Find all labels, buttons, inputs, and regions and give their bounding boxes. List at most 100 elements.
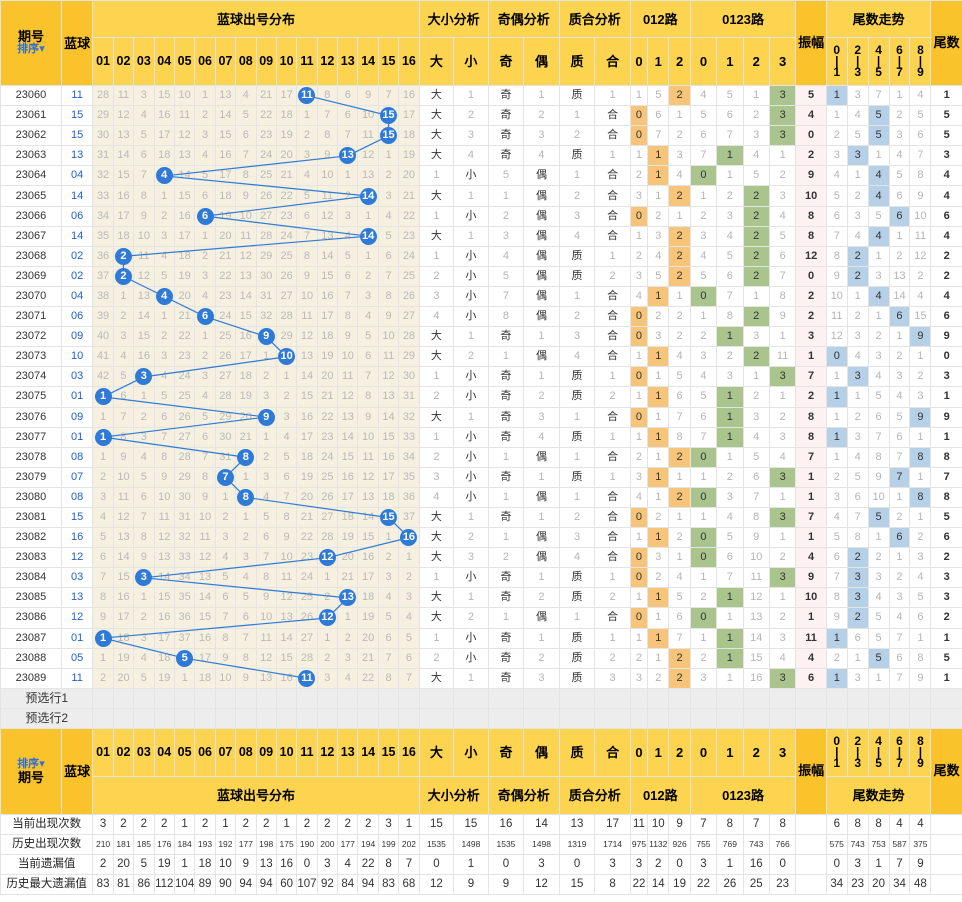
preselect-cell[interactable] xyxy=(487,707,525,729)
preselect-cell[interactable] xyxy=(768,707,797,729)
preselect-cell[interactable] xyxy=(930,687,962,709)
zone-cell: 2 xyxy=(214,506,237,529)
preselect-cell[interactable] xyxy=(92,707,114,729)
preselect-cell[interactable] xyxy=(716,687,744,709)
preselect-cell[interactable] xyxy=(825,707,848,729)
preselect-cell[interactable] xyxy=(173,687,196,709)
preselect-cell[interactable] xyxy=(647,707,670,729)
preselect-cell[interactable] xyxy=(523,707,560,729)
zone-cell: 8 xyxy=(316,125,339,147)
preselect-cell[interactable] xyxy=(255,707,277,729)
preselect-cell[interactable] xyxy=(255,687,277,709)
preselect-cell[interactable] xyxy=(357,707,379,729)
preselect-cell[interactable] xyxy=(153,707,175,729)
preselect-cell[interactable] xyxy=(235,707,257,729)
preselect-cell[interactable] xyxy=(214,687,237,709)
sort-button[interactable]: 排序▾ xyxy=(1,758,60,771)
preselect-cell[interactable] xyxy=(398,687,420,709)
r012-cell: 5 xyxy=(647,265,670,287)
preselect-cell[interactable] xyxy=(846,687,869,709)
preselect-cell[interactable] xyxy=(594,707,631,729)
preselect-cell[interactable] xyxy=(112,687,135,709)
preselect-cell[interactable] xyxy=(523,687,560,709)
amp-cell: 1 xyxy=(795,466,827,488)
preselect-cell[interactable] xyxy=(92,687,114,709)
preselect-cell[interactable] xyxy=(194,687,216,709)
preselect-cell[interactable] xyxy=(153,687,175,709)
preselect-cell[interactable] xyxy=(337,707,359,729)
zone-cell: 9 xyxy=(133,205,155,227)
preselect-cell[interactable] xyxy=(418,707,455,729)
preselect-cell[interactable] xyxy=(888,687,911,709)
r012-cell: 1 xyxy=(629,346,649,368)
preselect-cell[interactable] xyxy=(742,707,770,729)
preselect-cell[interactable] xyxy=(825,687,848,709)
amp-cell: 0 xyxy=(795,265,827,287)
preselect-cell[interactable] xyxy=(214,707,237,729)
preselect-cell[interactable] xyxy=(453,687,489,709)
preselect-row[interactable]: 预选行1 xyxy=(0,687,962,709)
preselect-cell[interactable] xyxy=(133,687,155,709)
preselect-cell[interactable] xyxy=(173,707,196,729)
preselect-cell[interactable] xyxy=(316,687,339,709)
preselect-cell[interactable] xyxy=(275,707,298,729)
preselect-cell[interactable] xyxy=(768,687,797,709)
preselect-cell[interactable] xyxy=(558,707,596,729)
preselect-cell[interactable] xyxy=(909,687,932,709)
preselect-cell[interactable] xyxy=(235,687,257,709)
tail-sep: | xyxy=(835,54,839,68)
preselect-cell[interactable] xyxy=(689,687,718,709)
preselect-cell[interactable] xyxy=(689,707,718,729)
preselect-cell[interactable] xyxy=(357,687,379,709)
zone-cell: 30 xyxy=(398,366,420,388)
preselect-cell[interactable] xyxy=(296,707,318,729)
r012-cell: 4 xyxy=(629,285,649,308)
zone-cell: 6 xyxy=(112,386,135,408)
preselect-cell[interactable] xyxy=(377,687,400,709)
preselect-cell[interactable] xyxy=(594,687,631,709)
preselect-cell[interactable] xyxy=(296,687,318,709)
preselect-cell[interactable] xyxy=(316,707,339,729)
preselect-row[interactable]: 预选行2 xyxy=(0,707,962,729)
zone-cell: 1 xyxy=(133,386,155,408)
stat-r0123: 3 xyxy=(689,853,718,875)
preselect-cell[interactable] xyxy=(867,707,890,729)
preselect-cell[interactable] xyxy=(716,707,744,729)
issue-sort-header[interactable]: 期号 排序▾ xyxy=(0,0,62,86)
preselect-cell[interactable] xyxy=(377,707,400,729)
size-cell: 小 xyxy=(453,245,489,267)
oe-cell: 奇 xyxy=(487,667,525,689)
sort-button[interactable]: 排序▾ xyxy=(1,43,60,56)
preselect-cell[interactable] xyxy=(647,687,670,709)
preselect-cell[interactable] xyxy=(629,707,649,729)
zone-cell: 3 xyxy=(316,667,339,689)
tailtrend-cell: 11 xyxy=(825,306,848,328)
preselect-cell[interactable] xyxy=(453,707,489,729)
preselect-cell[interactable] xyxy=(133,707,155,729)
stat-num: 184 xyxy=(173,833,196,855)
preselect-cell[interactable] xyxy=(337,687,359,709)
pc-cell: 合 xyxy=(594,306,631,328)
preselect-cell[interactable] xyxy=(558,687,596,709)
zone-cell: 1 xyxy=(214,486,237,508)
preselect-cell[interactable] xyxy=(846,707,869,729)
issue-sort-header[interactable]: 排序▾ 期号 xyxy=(0,727,62,815)
preselect-cell[interactable] xyxy=(668,707,691,729)
preselect-cell[interactable] xyxy=(668,687,691,709)
preselect-cell[interactable] xyxy=(795,687,827,709)
preselect-cell[interactable] xyxy=(487,687,525,709)
stat-tt: 1 xyxy=(867,853,890,875)
preselect-cell[interactable] xyxy=(742,687,770,709)
preselect-cell[interactable] xyxy=(112,707,135,729)
preselect-cell[interactable] xyxy=(629,687,649,709)
preselect-cell[interactable] xyxy=(888,707,911,729)
r012-cell: 1 xyxy=(647,406,670,428)
preselect-cell[interactable] xyxy=(398,707,420,729)
preselect-cell[interactable] xyxy=(795,707,827,729)
preselect-cell[interactable] xyxy=(867,687,890,709)
preselect-cell[interactable] xyxy=(275,687,298,709)
preselect-cell[interactable] xyxy=(909,707,932,729)
preselect-cell[interactable] xyxy=(194,707,216,729)
preselect-cell[interactable] xyxy=(418,687,455,709)
preselect-cell[interactable] xyxy=(930,707,962,729)
